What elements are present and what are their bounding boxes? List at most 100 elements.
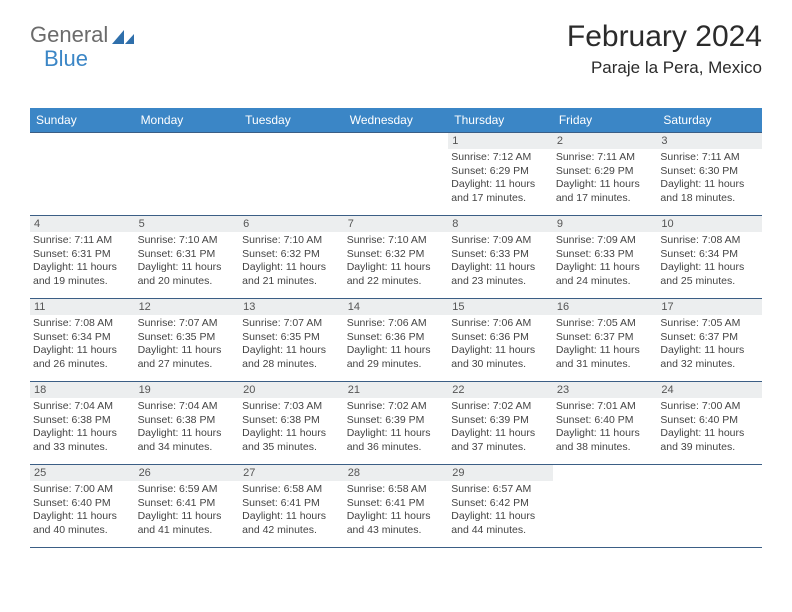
sunrise-text: Sunrise: 7:10 AM	[242, 234, 338, 248]
day-details: Sunrise: 7:10 AMSunset: 6:31 PMDaylight:…	[135, 234, 236, 293]
header-right: February 2024 Paraje la Pera, Mexico	[567, 20, 762, 78]
day-details: Sunrise: 7:10 AMSunset: 6:32 PMDaylight:…	[239, 234, 340, 293]
day-details: Sunrise: 7:00 AMSunset: 6:40 PMDaylight:…	[657, 400, 758, 459]
daylight-text: Daylight: 11 hours and 30 minutes.	[451, 344, 547, 371]
day-cell: 7Sunrise: 7:10 AMSunset: 6:32 PMDaylight…	[344, 216, 449, 298]
daylight-text: Daylight: 11 hours and 23 minutes.	[451, 261, 547, 288]
calendar-weeks: 1Sunrise: 7:12 AMSunset: 6:29 PMDaylight…	[30, 132, 762, 548]
sunset-text: Sunset: 6:41 PM	[242, 497, 338, 511]
sunset-text: Sunset: 6:39 PM	[451, 414, 547, 428]
day-details: Sunrise: 7:09 AMSunset: 6:33 PMDaylight:…	[448, 234, 549, 293]
sunrise-text: Sunrise: 7:00 AM	[33, 483, 129, 497]
day-number: 27	[239, 465, 344, 481]
day-number: 15	[448, 299, 553, 315]
day-cell: 2Sunrise: 7:11 AMSunset: 6:29 PMDaylight…	[553, 133, 658, 215]
day-number: 13	[239, 299, 344, 315]
day-details: Sunrise: 7:02 AMSunset: 6:39 PMDaylight:…	[448, 400, 549, 459]
day-number: 23	[553, 382, 658, 398]
sunset-text: Sunset: 6:29 PM	[451, 165, 547, 179]
sunset-text: Sunset: 6:38 PM	[242, 414, 338, 428]
day-cell: 20Sunrise: 7:03 AMSunset: 6:38 PMDayligh…	[239, 382, 344, 464]
sunrise-text: Sunrise: 7:07 AM	[138, 317, 234, 331]
day-details: Sunrise: 7:02 AMSunset: 6:39 PMDaylight:…	[344, 400, 445, 459]
daylight-text: Daylight: 11 hours and 21 minutes.	[242, 261, 338, 288]
day-cell: 18Sunrise: 7:04 AMSunset: 6:38 PMDayligh…	[30, 382, 135, 464]
sunrise-text: Sunrise: 7:11 AM	[556, 151, 652, 165]
day-cell	[344, 133, 449, 215]
day-details: Sunrise: 7:07 AMSunset: 6:35 PMDaylight:…	[135, 317, 236, 376]
day-number: 22	[448, 382, 553, 398]
sunrise-text: Sunrise: 7:06 AM	[347, 317, 443, 331]
logo: General	[30, 22, 136, 48]
calendar-week: 25Sunrise: 7:00 AMSunset: 6:40 PMDayligh…	[30, 465, 762, 548]
day-cell: 17Sunrise: 7:05 AMSunset: 6:37 PMDayligh…	[657, 299, 762, 381]
day-details: Sunrise: 7:04 AMSunset: 6:38 PMDaylight:…	[30, 400, 131, 459]
daylight-text: Daylight: 11 hours and 26 minutes.	[33, 344, 129, 371]
sunrise-text: Sunrise: 7:12 AM	[451, 151, 547, 165]
day-number: 4	[30, 216, 135, 232]
day-cell: 28Sunrise: 6:58 AMSunset: 6:41 PMDayligh…	[344, 465, 449, 547]
calendar: SundayMondayTuesdayWednesdayThursdayFrid…	[30, 108, 762, 548]
day-details: Sunrise: 6:59 AMSunset: 6:41 PMDaylight:…	[135, 483, 236, 542]
day-details: Sunrise: 7:09 AMSunset: 6:33 PMDaylight:…	[553, 234, 654, 293]
sunset-text: Sunset: 6:30 PM	[660, 165, 756, 179]
sunrise-text: Sunrise: 7:07 AM	[242, 317, 338, 331]
day-number: 21	[344, 382, 449, 398]
sunrise-text: Sunrise: 7:08 AM	[660, 234, 756, 248]
day-cell	[30, 133, 135, 215]
day-cell: 13Sunrise: 7:07 AMSunset: 6:35 PMDayligh…	[239, 299, 344, 381]
day-cell: 23 Sunrise: 7:01 AMSunset: 6:40 PMDayligh…	[553, 382, 658, 464]
day-details: Sunrise: 6:57 AMSunset: 6:42 PMDaylight:…	[448, 483, 549, 542]
sunrise-text: Sunrise: 6:59 AM	[138, 483, 234, 497]
day-cell: 29Sunrise: 6:57 AMSunset: 6:42 PMDayligh…	[448, 465, 553, 547]
day-cell: 3Sunrise: 7:11 AMSunset: 6:30 PMDaylight…	[657, 133, 762, 215]
day-cell: 4 Sunrise: 7:11 AMSunset: 6:31 PMDaylight…	[30, 216, 135, 298]
sunset-text: Sunset: 6:37 PM	[660, 331, 756, 345]
day-details: Sunrise: 7:05 AMSunset: 6:37 PMDaylight:…	[553, 317, 654, 376]
daylight-text: Daylight: 11 hours and 37 minutes.	[451, 427, 547, 454]
day-details: Sunrise: 7:01 AMSunset: 6:40 PMDaylight:…	[553, 400, 654, 459]
day-headers-row: SundayMondayTuesdayWednesdayThursdayFrid…	[30, 108, 762, 132]
day-header: Tuesday	[239, 108, 344, 132]
sunrise-text: Sunrise: 6:58 AM	[347, 483, 443, 497]
calendar-week: 1Sunrise: 7:12 AMSunset: 6:29 PMDaylight…	[30, 133, 762, 216]
day-details: Sunrise: 7:11 AMSunset: 6:31 PMDaylight:…	[30, 234, 131, 293]
day-cell: 22 Sunrise: 7:02 AMSunset: 6:39 PMDayligh…	[448, 382, 553, 464]
day-cell	[657, 465, 762, 547]
day-number: 20	[239, 382, 344, 398]
sunset-text: Sunset: 6:41 PM	[138, 497, 234, 511]
day-cell: 21 Sunrise: 7:02 AMSunset: 6:39 PMDayligh…	[344, 382, 449, 464]
daylight-text: Daylight: 11 hours and 44 minutes.	[451, 510, 547, 537]
daylight-text: Daylight: 11 hours and 43 minutes.	[347, 510, 443, 537]
day-number: 19	[135, 382, 240, 398]
sunset-text: Sunset: 6:29 PM	[556, 165, 652, 179]
sunset-text: Sunset: 6:33 PM	[451, 248, 547, 262]
sunrise-text: Sunrise: 7:11 AM	[33, 234, 129, 248]
day-number: 5	[135, 216, 240, 232]
day-cell: 27Sunrise: 6:58 AMSunset: 6:41 PMDayligh…	[239, 465, 344, 547]
day-details: Sunrise: 7:00 AMSunset: 6:40 PMDaylight:…	[30, 483, 131, 542]
sunrise-text: Sunrise: 7:11 AM	[660, 151, 756, 165]
sunset-text: Sunset: 6:40 PM	[33, 497, 129, 511]
daylight-text: Daylight: 11 hours and 32 minutes.	[660, 344, 756, 371]
daylight-text: Daylight: 11 hours and 27 minutes.	[138, 344, 234, 371]
daylight-text: Daylight: 11 hours and 29 minutes.	[347, 344, 443, 371]
daylight-text: Daylight: 11 hours and 39 minutes.	[660, 427, 756, 454]
day-cell: 19Sunrise: 7:04 AMSunset: 6:38 PMDayligh…	[135, 382, 240, 464]
sunrise-text: Sunrise: 7:04 AM	[33, 400, 129, 414]
day-cell: 15Sunrise: 7:06 AMSunset: 6:36 PMDayligh…	[448, 299, 553, 381]
logo-text-blue: Blue	[44, 46, 88, 72]
daylight-text: Daylight: 11 hours and 36 minutes.	[347, 427, 443, 454]
day-header: Friday	[553, 108, 658, 132]
day-header: Wednesday	[344, 108, 449, 132]
daylight-text: Daylight: 11 hours and 18 minutes.	[660, 178, 756, 205]
day-cell: 14Sunrise: 7:06 AMSunset: 6:36 PMDayligh…	[344, 299, 449, 381]
day-details: Sunrise: 6:58 AMSunset: 6:41 PMDaylight:…	[344, 483, 445, 542]
sunrise-text: Sunrise: 7:02 AM	[347, 400, 443, 414]
daylight-text: Daylight: 11 hours and 22 minutes.	[347, 261, 443, 288]
sunset-text: Sunset: 6:31 PM	[33, 248, 129, 262]
day-cell: 24Sunrise: 7:00 AMSunset: 6:40 PMDayligh…	[657, 382, 762, 464]
day-details: Sunrise: 7:08 AMSunset: 6:34 PMDaylight:…	[30, 317, 131, 376]
sunset-text: Sunset: 6:39 PM	[347, 414, 443, 428]
sunrise-text: Sunrise: 7:09 AM	[451, 234, 547, 248]
